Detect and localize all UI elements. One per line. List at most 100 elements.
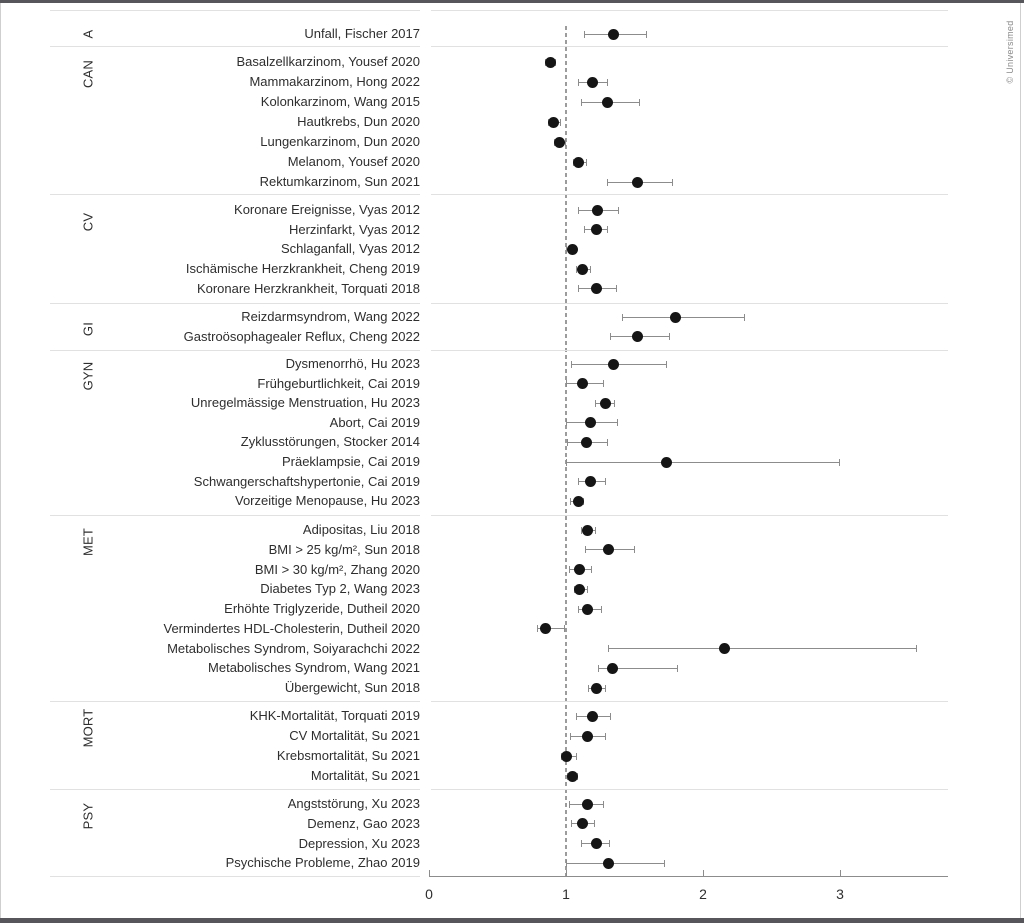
study-label: Vermindertes HDL-Cholesterin, Dutheil 20… xyxy=(163,620,420,636)
ci-cap-low xyxy=(587,684,589,692)
ci-cap-low xyxy=(571,820,573,828)
ci-cap-high xyxy=(575,752,577,760)
ci-cap-low xyxy=(568,566,570,573)
section-label: GI xyxy=(80,321,96,336)
section-label: MET xyxy=(80,527,96,556)
section-divider xyxy=(431,303,948,304)
ci-cap-high xyxy=(645,30,647,38)
ci-cap-low xyxy=(570,497,572,505)
ci-cap-low xyxy=(578,78,580,86)
axis-tick xyxy=(703,870,704,876)
study-label: KHK-Mortalität, Torquati 2019 xyxy=(249,708,420,723)
point-estimate-dot xyxy=(586,76,598,88)
section-divider xyxy=(431,701,948,702)
ci-cap-high xyxy=(617,419,619,427)
ci-cap-high xyxy=(615,285,617,293)
ci-cap-high xyxy=(633,546,635,554)
point-estimate-dot xyxy=(560,750,572,762)
study-label: BMI > 30 kg/m², Zhang 2020 xyxy=(254,561,420,577)
ci-cap-high xyxy=(610,712,612,720)
ci-cap-high xyxy=(666,360,668,368)
axis-tick-label: 3 xyxy=(836,886,844,902)
point-estimate-dot xyxy=(602,544,614,556)
study-label: Metabolisches Syndrom, Soiyarachchi 2022 xyxy=(167,640,420,656)
ci-cap-high xyxy=(603,380,605,388)
ci-cap-low xyxy=(537,625,539,633)
study-label: Metabolisches Syndrom, Wang 2021 xyxy=(208,660,420,676)
point-estimate-dot xyxy=(567,243,579,255)
ci-cap-high xyxy=(591,566,593,573)
study-label: Koronare Ereignisse, Vyas 2012 xyxy=(234,202,420,217)
point-estimate-dot xyxy=(539,623,551,635)
point-estimate-dot xyxy=(590,283,602,295)
section-label: GYN xyxy=(80,361,96,391)
axis-tick xyxy=(840,870,841,876)
point-estimate-dot xyxy=(548,116,560,128)
point-estimate-dot xyxy=(590,682,602,694)
ci-cap-low xyxy=(567,438,569,446)
ci-cap-high xyxy=(604,478,606,486)
ci-cap-low xyxy=(585,546,587,554)
ci-cap-low xyxy=(566,458,567,466)
point-estimate-dot xyxy=(585,417,597,429)
section-divider xyxy=(50,194,420,195)
ci-cap-high xyxy=(559,118,561,126)
point-estimate-dot xyxy=(608,28,620,40)
reference-line xyxy=(565,26,567,876)
ci-cap-low xyxy=(583,30,585,38)
point-estimate-dot xyxy=(572,495,584,507)
ci-cap-high xyxy=(603,800,605,808)
section-label: CV xyxy=(80,212,96,232)
study-label: Präeklampsie, Cai 2019 xyxy=(281,454,420,469)
section-label: PSY xyxy=(80,802,96,830)
point-estimate-dot xyxy=(592,204,603,216)
study-label: BMI > 25 kg/m², Sun 2018 xyxy=(268,541,420,557)
axis-tick xyxy=(429,870,430,876)
axis-tick-label: 1 xyxy=(562,886,570,902)
study-label: Übergewicht, Sun 2018 xyxy=(284,680,420,695)
ci-cap-high xyxy=(839,458,840,466)
section-divider xyxy=(431,46,948,47)
ci-cap-high xyxy=(638,98,640,106)
ci-cap-low xyxy=(566,380,567,388)
study-label: Koronare Herzkrankheit, Torquati 2018 xyxy=(196,280,420,296)
ci-whisker xyxy=(608,648,917,649)
point-estimate-dot xyxy=(670,311,682,323)
study-label: Unregelmässige Menstruation, Hu 2023 xyxy=(190,395,420,411)
ci-cap-high xyxy=(585,158,587,166)
ci-cap-low xyxy=(581,98,583,106)
section-divider xyxy=(50,303,420,304)
study-label: Demenz, Gao 2023 xyxy=(307,815,420,831)
point-estimate-dot xyxy=(582,798,594,810)
study-label: Herzinfarkt, Vyas 2012 xyxy=(288,221,420,237)
point-estimate-dot xyxy=(567,770,579,782)
study-label: Ischämische Herzkrankheit, Cheng 2019 xyxy=(185,261,420,277)
ci-cap-high xyxy=(563,625,565,633)
study-label: Reizdarmsyndrom, Wang 2022 xyxy=(241,309,420,324)
ci-cap-high xyxy=(589,265,591,273)
ci-cap-high xyxy=(618,206,620,214)
ci-cap-low xyxy=(607,178,609,186)
ci-cap-low xyxy=(578,605,580,613)
ci-cap-low xyxy=(566,859,567,867)
point-estimate-dot xyxy=(590,838,602,850)
ci-cap-high xyxy=(600,605,602,613)
ci-cap-high xyxy=(604,684,606,692)
study-label: Diabetes Typ 2, Wang 2023 xyxy=(260,581,420,597)
ci-cap-high xyxy=(607,78,609,86)
study-label: Lungenkarzinom, Dun 2020 xyxy=(260,134,420,149)
point-estimate-dot xyxy=(590,224,602,236)
study-label: Vorzeitige Menopause, Hu 2023 xyxy=(234,493,420,509)
ci-whisker xyxy=(571,363,668,365)
axis-tick xyxy=(566,870,567,876)
ci-cap-high xyxy=(595,526,597,534)
ci-cap-high xyxy=(608,840,610,848)
frame-left-border xyxy=(0,0,1,923)
section-label: CAN xyxy=(80,59,96,89)
point-estimate-dot xyxy=(581,436,593,448)
point-estimate-dot xyxy=(572,156,584,168)
study-label: Unfall, Fischer 2017 xyxy=(304,26,420,41)
ci-cap-low xyxy=(566,245,567,253)
point-estimate-dot xyxy=(574,564,586,575)
